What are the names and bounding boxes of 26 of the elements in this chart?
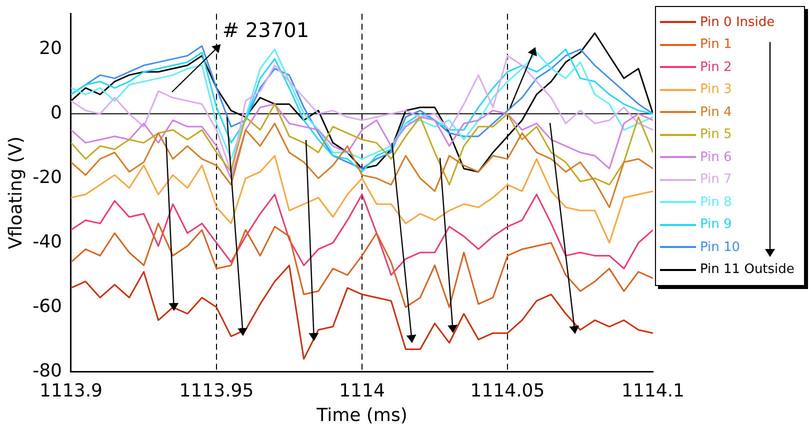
legend-label: Pin 1 <box>700 37 732 52</box>
legend-label: Pin 9 <box>700 217 732 232</box>
legend-label: Pin 11 Outside <box>700 262 794 278</box>
legend-label: Pin 6 <box>700 150 732 165</box>
y-tick-label: 20 <box>39 38 62 59</box>
legend-label: Pin 0 Inside <box>700 14 775 30</box>
x-tick-label: 1113.9 <box>40 380 102 402</box>
y-tick-label: 0 <box>50 102 62 124</box>
x-tick-label: 1113.95 <box>179 380 254 402</box>
legend-label: Pin 5 <box>700 127 732 142</box>
y-tick-label: -80 <box>32 360 62 382</box>
legend-label: Pin 8 <box>700 194 732 210</box>
y-tick-label: -20 <box>32 166 62 188</box>
annotation: # 23701 <box>222 18 310 42</box>
y-tick-label: -40 <box>32 231 62 252</box>
legend-label: Pin 10 <box>700 240 740 255</box>
x-tick-label: 1114 <box>339 380 385 402</box>
legend-label: Pin 4 <box>700 104 732 120</box>
legend-label: Pin 7 <box>700 172 732 188</box>
legend-label: Pin 2 <box>700 60 732 75</box>
legend-label: Pin 3 <box>700 82 732 98</box>
x-axis-title: Time (ms) <box>316 404 408 426</box>
x-tick-label: 1114.05 <box>470 380 545 402</box>
y-axis-title: Vfloating (V) <box>5 136 26 250</box>
x-tick-label: 1114.1 <box>622 380 684 402</box>
y-tick-label: -60 <box>32 296 62 317</box>
